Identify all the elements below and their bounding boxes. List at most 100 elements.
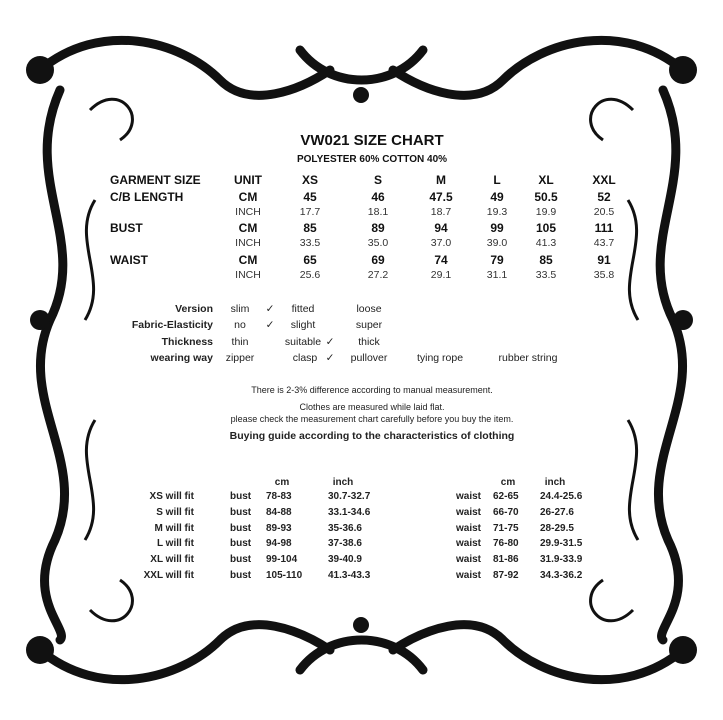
attribute-label: wearing way [150, 352, 213, 364]
value-cell: 18.1 [367, 206, 389, 218]
value-cell: 46 [371, 190, 385, 204]
bust-cm: 78-83 [266, 491, 292, 502]
value-cell: 20.5 [593, 206, 615, 218]
value-cell: 47.5 [429, 190, 453, 204]
border-swirl [35, 35, 335, 100]
waist-cm: 76-80 [493, 538, 519, 550]
attribute-option: thick [358, 336, 380, 348]
guide-size-label: S will fit [156, 506, 194, 518]
value-cell: 35.8 [593, 269, 615, 281]
row-label: C/B LENGTH [110, 190, 184, 204]
value-cell: 27.2 [367, 269, 389, 281]
value-cell: 79 [490, 253, 504, 267]
value-cell: 91 [597, 253, 611, 267]
guide-title: Buying guide according to the characteri… [229, 430, 515, 442]
header-size: XL [538, 173, 554, 187]
check-icon: ✓ [325, 352, 335, 364]
value-cell: 65 [303, 253, 317, 267]
attribute-option: fitted [291, 303, 315, 315]
row-label: BUST [110, 221, 143, 235]
header-size: S [373, 173, 383, 187]
attribute-option: suitable [284, 336, 322, 348]
waist-label: waist [456, 522, 482, 534]
value-cell: 31.1 [486, 269, 508, 281]
value-cell: 105 [535, 221, 557, 235]
guide-size-label: L will fit [156, 538, 194, 550]
attribute-option: zipper [225, 352, 255, 364]
value-cell: 111 [594, 221, 614, 235]
note-line: Clothes are measured while laid flat. [299, 402, 445, 412]
value-cell: 19.3 [486, 206, 508, 218]
unit-cell: CM [238, 190, 258, 204]
border-swirl [295, 635, 428, 675]
attribute-label: Fabric-Elasticity [131, 319, 213, 331]
waist-cm: 62-65 [493, 491, 519, 502]
header-size: XXL [592, 173, 616, 187]
attribute-option: pullover [350, 352, 388, 364]
value-cell: 19.9 [535, 206, 557, 218]
waist-cm: 66-70 [493, 506, 519, 518]
attribute-option: slim [230, 303, 250, 315]
value-cell: 33.5 [299, 237, 321, 249]
value-cell: 18.7 [430, 206, 452, 218]
bust-label: bust [230, 570, 252, 581]
bust-inch: 33.1-34.6 [328, 506, 371, 518]
unit-cell: INCH [235, 206, 261, 218]
waist-inch: 28-29.5 [540, 522, 574, 534]
unit-cell: INCH [235, 269, 261, 281]
guide-header-inch: inch [332, 477, 354, 488]
page-title: VW021 SIZE CHART [300, 132, 444, 149]
bust-inch: 30.7-32.7 [328, 491, 371, 502]
bust-cm: 94-98 [266, 538, 292, 550]
value-cell: 89 [371, 221, 385, 235]
check-icon: ✓ [265, 303, 275, 315]
guide-size-label: M will fit [154, 522, 194, 534]
border-swirl [35, 620, 335, 685]
attribute-option: loose [356, 303, 382, 315]
guide-size-label: XXL will fit [143, 570, 194, 581]
header-size: L [493, 173, 501, 187]
bust-label: bust [230, 522, 252, 534]
bust-cm: 105-110 [266, 570, 303, 581]
value-cell: 35.0 [367, 237, 389, 249]
guide-size-label: XS will fit [149, 491, 194, 502]
waist-inch: 24.4-25.6 [540, 491, 583, 502]
bust-label: bust [230, 538, 252, 550]
bust-label: bust [230, 554, 252, 566]
value-cell: 43.7 [593, 237, 615, 249]
header-size: XS [301, 173, 319, 187]
check-icon: ✓ [265, 319, 275, 331]
border-swirl [295, 45, 428, 85]
border-swirl [388, 35, 688, 100]
bust-inch: 41.3-43.3 [328, 570, 371, 581]
attribute-option: clasp [292, 352, 318, 364]
guide-header-inch: inch [544, 477, 566, 488]
bust-inch: 39-40.9 [328, 554, 362, 566]
waist-label: waist [456, 570, 482, 581]
attribute-option: tying rope [416, 352, 464, 364]
value-cell: 85 [539, 253, 553, 267]
note-line: There is 2-3% difference according to ma… [251, 385, 493, 395]
value-cell: 37.0 [430, 237, 452, 249]
waist-cm: 71-75 [493, 522, 519, 534]
attribute-label: Version [175, 303, 213, 315]
waist-inch: 34.3-36.2 [540, 570, 583, 581]
guide-size-label: XL will fit [150, 554, 194, 566]
guide-header-cm: cm [500, 477, 516, 488]
waist-cm: 81-86 [493, 554, 519, 566]
value-cell: 52 [597, 190, 611, 204]
unit-cell: CM [238, 221, 258, 235]
value-cell: 94 [434, 221, 448, 235]
waist-cm: 87-92 [493, 570, 519, 581]
value-cell: 85 [303, 221, 317, 235]
border-swirl [36, 85, 69, 645]
value-cell: 69 [371, 253, 385, 267]
row-label: WAIST [110, 253, 148, 267]
value-cell: 74 [434, 253, 448, 267]
value-cell: 45 [303, 190, 317, 204]
value-cell: 25.6 [299, 269, 321, 281]
check-icon: ✓ [325, 336, 335, 348]
waist-label: waist [456, 506, 482, 518]
value-cell: 39.0 [486, 237, 508, 249]
